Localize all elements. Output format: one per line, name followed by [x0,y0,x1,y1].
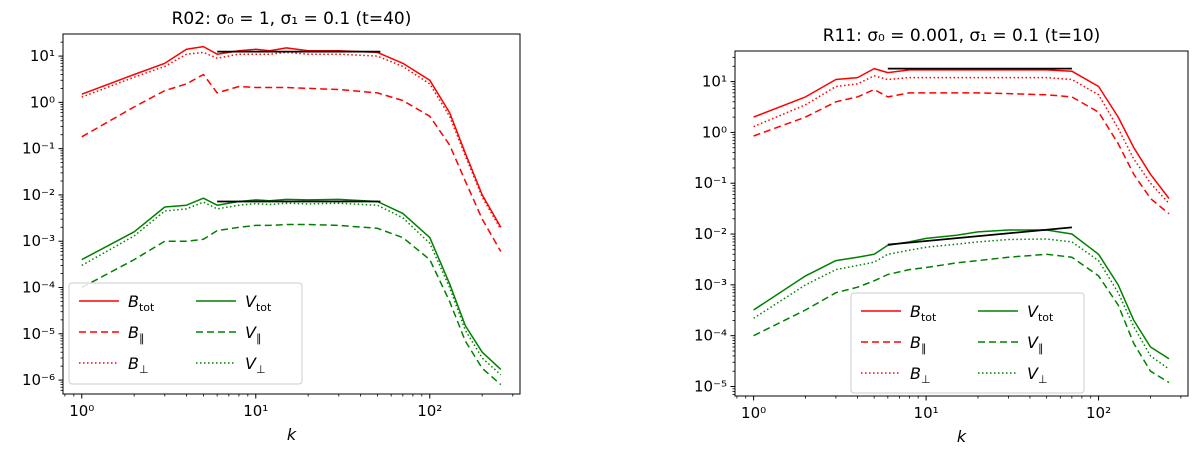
chart-title: R02: σ₀ = 1, σ₁ = 0.1 (t=40) [172,9,412,29]
x-axis-label: k [287,425,297,444]
y-tick-label: 10⁻⁴ [22,279,55,297]
series-group [753,67,1170,384]
plot-frame [62,33,521,395]
legend-box [850,292,1085,394]
legend-box [68,282,303,385]
y-tick-label: 10⁻⁵ [22,325,55,343]
x-axis-label: k [957,427,967,446]
series-line-b-perp [753,75,1170,204]
series-line-b-par [753,88,1170,215]
series-line-v-par [81,223,502,386]
legend-label: Vtot [1027,302,1054,324]
legend-label: B∥ [128,323,144,345]
legend-label: Vtot [245,292,272,314]
x-tick-label: 10² [1086,404,1111,422]
legend-label: V∥ [1027,333,1043,355]
y-tick-label: 10⁻⁵ [694,377,727,395]
y-tick-label: 10⁰ [30,93,55,111]
series-group [81,45,502,386]
x-tick-label: 10⁰ [69,402,94,420]
series-line-b-tot [753,67,1170,199]
series-line-v-tot [81,197,502,370]
y-tick-label: 10¹ [702,73,727,91]
chart-panel-r11: 10⁰ 10¹ 10² 10¹ 10⁰ 10⁻¹ 10⁻² 10⁻³ 10⁻⁴ 10⁻⁵ R11: … [694,26,1189,446]
x-tick-label: 10¹ [914,404,939,422]
y-tick-label: 10⁻⁶ [22,371,55,389]
chart-panel-r02: 10⁰ 10¹ 10² 10¹ 10⁰ 10⁻¹ 10⁻² 10⁻³ 10⁻⁴ 10⁻⁵ 10⁻⁶ R… [22,9,521,444]
legend-label: V⊥ [1027,364,1048,386]
y-tick-label: 10⁻² [22,186,55,204]
y-tick-label: 10⁻¹ [22,140,55,158]
series-line-v-par [753,253,1170,384]
series-line-fit-v [887,226,1072,246]
x-tick-label: 10² [417,402,442,420]
legend-label: V⊥ [245,354,266,376]
series-line-v-tot [753,229,1170,360]
chart-title: R11: σ₀ = 0.001, σ₁ = 0.1 (t=10) [823,26,1101,46]
legend-label: B∥ [910,333,926,355]
y-tick-label: 10⁻¹ [694,174,727,192]
y-tick-label: 10⁰ [702,123,727,141]
legend-label: B⊥ [128,354,149,376]
series-line-b-tot [81,45,502,228]
legend-label: B⊥ [910,364,931,386]
legend-label: V∥ [245,323,261,345]
plot-frame [734,50,1189,397]
y-tick-label: 10¹ [30,47,55,65]
legend-label: Btot [910,302,937,324]
series-line-v-perp [753,238,1170,370]
y-tick-label: 10⁻³ [694,276,727,294]
series-line-v-perp [81,201,502,376]
y-tick-label: 10⁻² [694,225,727,243]
series-line-b-perp [81,51,502,230]
x-tick-label: 10¹ [243,402,268,420]
legend-label: Btot [128,292,155,314]
y-tick-label: 10⁻⁴ [694,327,727,345]
y-tick-label: 10⁻³ [22,232,55,250]
x-tick-label: 10⁰ [741,404,766,422]
